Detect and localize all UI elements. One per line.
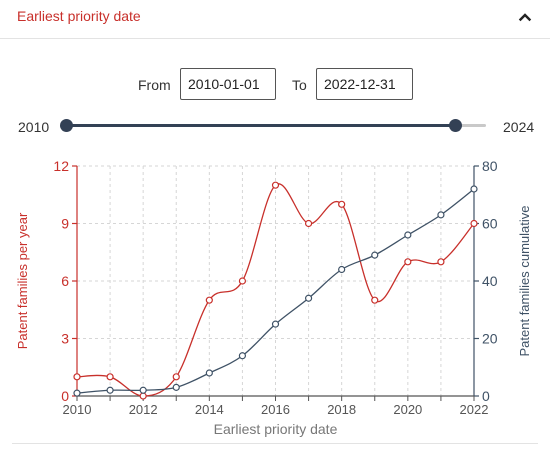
year-range-slider[interactable]: 2010 2024 [0,112,550,140]
data-point-cumulative [304,294,313,302]
x-tick-label: 2014 [195,402,224,417]
data-point-cumulative [338,265,346,274]
left-y-tick-label: 9 [61,216,69,232]
data-point-cumulative [106,386,114,394]
chart-series [73,181,478,400]
x-tick-label: 2010 [63,402,92,417]
data-point-per-year [437,258,445,266]
from-date-input[interactable] [180,68,276,100]
right-y-tick-label: 60 [482,216,498,232]
left-y-axis-title: Patent families per year [15,212,30,349]
data-point-per-year [404,258,412,266]
data-point-cumulative [371,251,379,259]
chart-container: 0 3 6 9 12 0 20 40 60 80 2010 2012 2014 2016 2018 2020 2… [0,150,550,442]
data-point-cumulative [139,386,147,394]
series-line-cumulative [76,188,475,394]
panel-divider [12,443,538,444]
data-point-per-year [371,296,379,304]
chevron-up-icon[interactable] [517,9,533,25]
data-point-per-year [338,200,346,208]
x-tick-label: 2018 [327,402,356,417]
data-point-per-year [271,181,280,189]
x-tick-label: 2012 [129,402,158,417]
panel-header[interactable]: Earliest priority date [0,0,550,39]
data-point-cumulative [437,211,445,219]
chart-grid [76,165,475,397]
panel-title: Earliest priority date [17,8,141,24]
data-point-per-year [172,373,180,381]
data-point-per-year [106,373,114,381]
from-label: From [138,77,171,93]
data-point-per-year [238,277,247,285]
right-y-tick-label: 20 [482,331,498,347]
x-tick-label: 2020 [393,402,422,417]
data-point-per-year [470,219,478,228]
right-y-tick-label: 0 [482,388,490,404]
data-point-cumulative [271,320,280,328]
slider-end-handle[interactable] [449,119,463,132]
x-tick-label: 2022 [460,402,489,417]
chart-labels: 0 3 6 9 12 0 20 40 60 80 2010 2012 2014 2016 2018 2020 2… [15,158,532,437]
to-label: To [292,77,307,93]
data-point-cumulative [73,389,81,397]
slider-min-label: 2010 [18,119,50,135]
left-y-tick-label: 6 [61,273,69,289]
data-point-cumulative [404,231,412,239]
data-point-per-year [73,373,81,381]
left-y-tick-label: 12 [53,158,69,174]
data-point-cumulative [238,352,247,360]
slider-selected-range [66,124,456,127]
data-point-per-year [205,296,213,304]
slider-max-label: 2024 [503,119,535,135]
x-tick-label: 2016 [261,402,290,417]
left-y-tick-label: 3 [61,331,69,347]
data-point-cumulative [470,185,478,193]
data-point-per-year [139,392,147,400]
chevron-up-icon-glyph [518,13,532,22]
data-point-cumulative [205,369,213,377]
data-point-cumulative [172,383,180,391]
date-range-row: From To [0,68,550,102]
to-date-input[interactable] [316,68,413,100]
left-y-tick-label: 0 [61,388,69,404]
data-point-per-year [304,219,313,228]
right-y-tick-label: 80 [482,158,498,174]
right-y-axis-title: Patent families cumulative [517,205,532,356]
slider-start-handle[interactable] [59,119,73,132]
x-axis-title: Earliest priority date [214,421,338,437]
patent-families-chart: 0 3 6 9 12 0 20 40 60 80 2010 2012 2014 2016 2018 2020 2… [15,158,532,437]
right-y-tick-label: 40 [482,273,498,289]
